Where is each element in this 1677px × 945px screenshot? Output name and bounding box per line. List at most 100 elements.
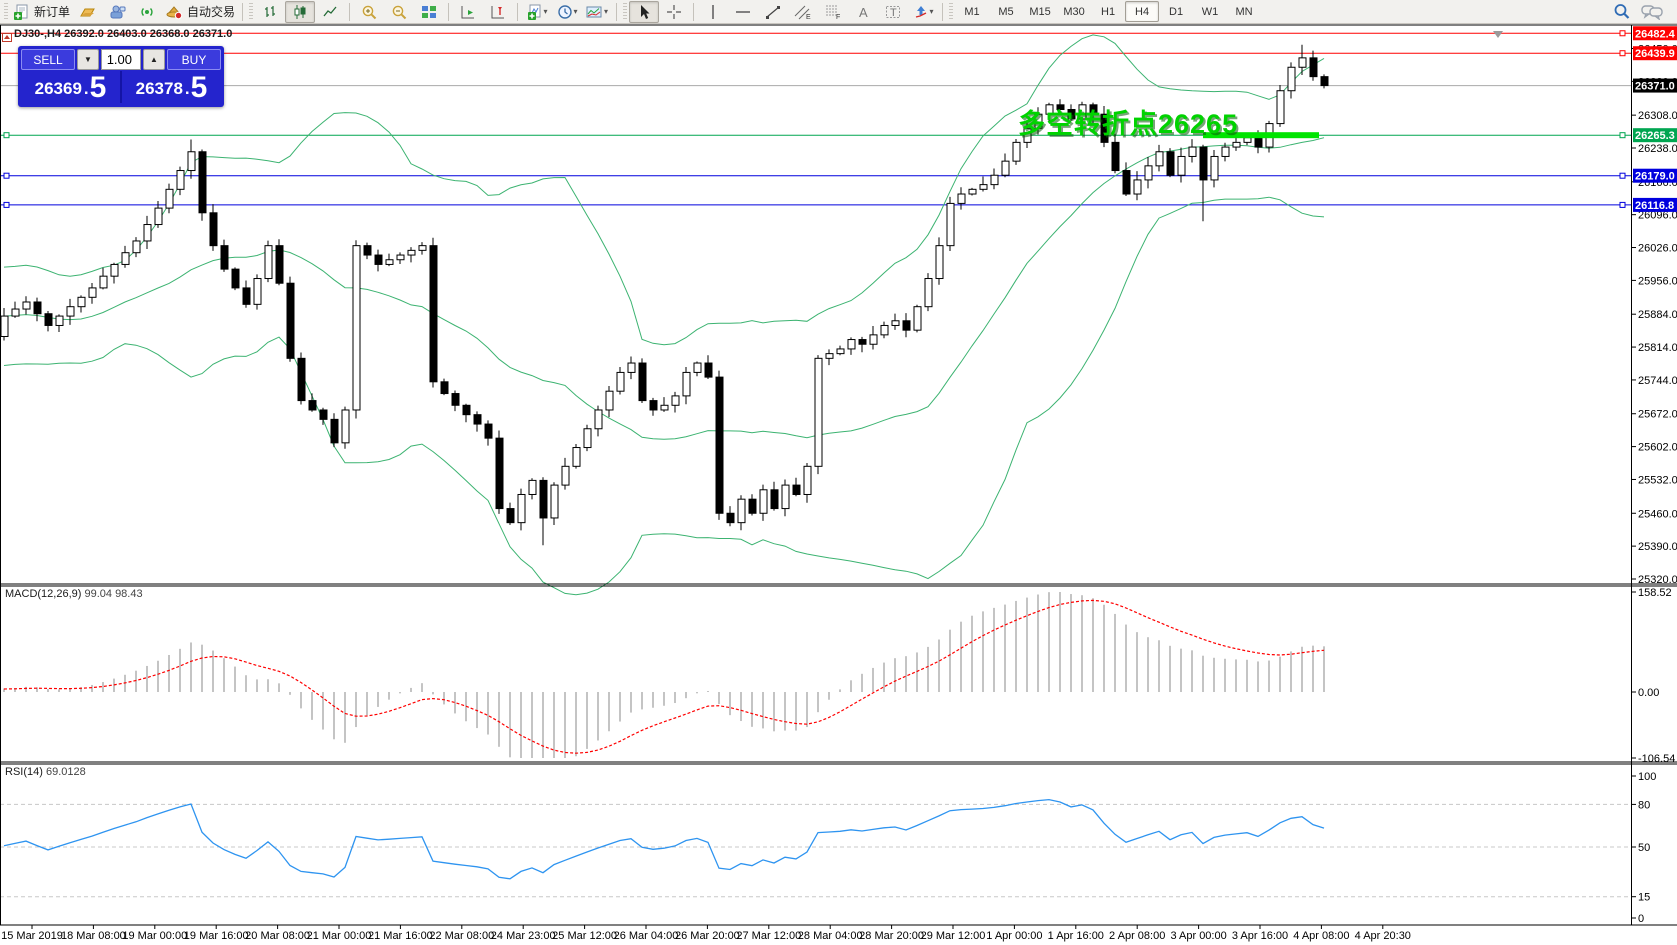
candle-down: [638, 362, 647, 402]
annotation-trendline-bar[interactable]: [1203, 132, 1319, 139]
line-handle[interactable]: [1619, 30, 1626, 37]
candlestick-chart-button[interactable]: [285, 0, 316, 23]
vertical-line-icon: [712, 4, 714, 19]
candle-up: [517, 493, 526, 524]
volume-increase-button[interactable]: ▲: [143, 49, 165, 70]
chat-button[interactable]: [1637, 1, 1667, 23]
price-tick-label: 26308.0: [1638, 110, 1677, 122]
overlay-layer: [0, 31, 1631, 898]
candle-down: [748, 498, 757, 514]
candle-up: [1045, 104, 1054, 115]
candle-down: [495, 437, 504, 510]
timeframe-w1-button[interactable]: W1: [1201, 5, 1219, 18]
candle-up: [671, 395, 680, 406]
new-order-label: 新订单: [34, 5, 71, 19]
candle-down: [231, 268, 240, 289]
timeframe-m1-button[interactable]: M1: [964, 5, 980, 18]
price-tick-label: 25320.0: [1638, 574, 1677, 586]
price-tick-label: 25672.0: [1638, 409, 1677, 421]
candle-down: [902, 320, 911, 331]
vertical-line-tool-button[interactable]: [698, 1, 728, 23]
line-handle[interactable]: [1619, 50, 1626, 57]
chart-area[interactable]: 26450.026380.026308.026238.026166.026096…: [0, 24, 1677, 945]
toolbar-grip: [249, 2, 254, 21]
arrows-icon: [915, 5, 926, 18]
timeframe-h1-button[interactable]: H1: [1101, 5, 1116, 18]
auto-trading-label: 自动交易: [187, 5, 236, 19]
candle-up: [55, 315, 64, 326]
zoom-in-button[interactable]: [354, 1, 384, 23]
equidistant-channel-tool-button[interactable]: E: [788, 1, 818, 23]
candle-up: [1232, 141, 1241, 148]
timeframe-m15-button[interactable]: M15: [1029, 5, 1051, 18]
volume-decrease-button[interactable]: ▼: [77, 49, 99, 70]
line-handle[interactable]: [1619, 172, 1626, 179]
chart-shift-button[interactable]: [483, 1, 513, 23]
text-tool-button[interactable]: A: [848, 1, 878, 23]
price-tick-label: 25390.0: [1638, 541, 1677, 553]
candle-up: [946, 202, 955, 247]
zoom-in-icon: [362, 5, 376, 19]
candle-up: [660, 404, 669, 411]
time-tick-label: 28 Mar 04:00: [798, 930, 863, 942]
timeframe-mn-button[interactable]: MN: [1235, 5, 1253, 18]
indicators-button[interactable]: ▾: [522, 1, 552, 23]
candle-up: [176, 170, 185, 190]
timeframe-h4-button[interactable]: H4: [1125, 1, 1160, 22]
line-handle[interactable]: [3, 132, 10, 139]
line-chart-button[interactable]: [315, 1, 345, 23]
bar-chart-button[interactable]: [255, 1, 285, 23]
templates-button[interactable]: ▾: [582, 1, 612, 23]
text-label-tool-button[interactable]: T: [878, 1, 908, 23]
sell-button[interactable]: SELL: [21, 49, 75, 70]
candle-up: [781, 484, 790, 510]
timeframe-m30-button[interactable]: M30: [1063, 5, 1085, 18]
candle-up: [990, 174, 999, 186]
sell-price-main: 26369: [34, 79, 82, 98]
candle-up: [836, 348, 845, 355]
search-button[interactable]: [1607, 1, 1637, 23]
candle-up: [0, 315, 9, 337]
candle-down: [330, 418, 339, 444]
candle-up: [1012, 141, 1021, 162]
periods-button[interactable]: ▾: [552, 1, 582, 23]
gold-icon: [80, 8, 95, 16]
chart-window-icon[interactable]: [2, 29, 12, 47]
signals-button[interactable]: [133, 1, 163, 23]
buy-price[interactable]: 26378 . 5: [122, 71, 221, 103]
line-handle[interactable]: [1619, 132, 1626, 139]
line-handle[interactable]: [3, 172, 10, 179]
timeframe-m5-button[interactable]: M5: [998, 5, 1014, 18]
buy-button[interactable]: BUY: [167, 49, 221, 70]
new-order-button[interactable]: 新订单: [10, 1, 73, 23]
template-icon: [586, 6, 602, 17]
arrows-tool-button[interactable]: ▾: [908, 1, 938, 23]
cursor-tool-button[interactable]: [629, 0, 660, 23]
trendline-tool-button[interactable]: [758, 1, 788, 23]
candle-up: [264, 245, 273, 280]
candle-up: [1188, 146, 1197, 157]
candle-up: [627, 362, 636, 373]
chart-annotation-text[interactable]: 多空转折点26265: [1018, 109, 1239, 139]
line-handle[interactable]: [1619, 201, 1626, 208]
volume-input[interactable]: [101, 49, 141, 70]
line-handle[interactable]: [3, 201, 10, 208]
price-badge: [1633, 168, 1677, 183]
sell-price-dot: .: [83, 79, 89, 98]
terminal-button[interactable]: [103, 1, 133, 23]
crosshair-tool-button[interactable]: [659, 1, 689, 23]
fibonacci-tool-button[interactable]: F: [818, 1, 848, 23]
chart-shift-marker-icon[interactable]: [1493, 31, 1503, 38]
auto-scroll-button[interactable]: [453, 1, 483, 23]
candle-down: [1320, 76, 1329, 87]
candle-up: [913, 306, 922, 331]
zoom-out-button[interactable]: [384, 1, 414, 23]
horizontal-line-tool-button[interactable]: [728, 1, 758, 23]
tile-windows-button[interactable]: [414, 1, 444, 23]
market-watch-button[interactable]: [73, 1, 103, 23]
auto-trading-button[interactable]: 自动交易: [163, 1, 238, 23]
sell-price[interactable]: 26369 . 5: [21, 71, 122, 103]
timeframe-d1-button[interactable]: D1: [1169, 5, 1184, 18]
macd-axis-label: 0.00: [1638, 687, 1659, 699]
candle-up: [891, 320, 900, 326]
